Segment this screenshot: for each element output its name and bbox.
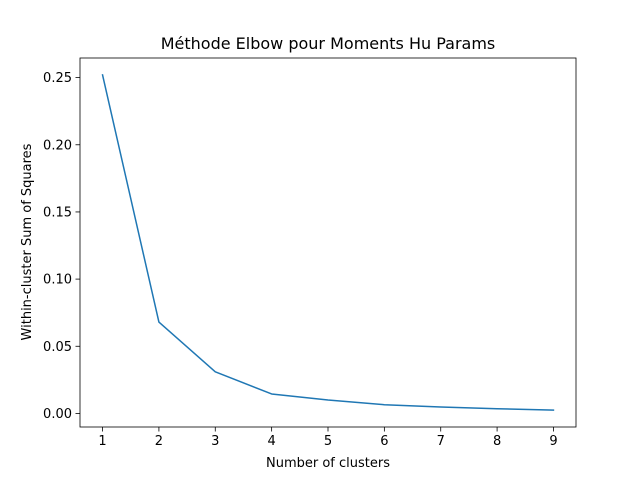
x-axis-label: Number of clusters xyxy=(266,456,390,471)
plot-area: 1 2 3 4 5 6 7 8 9 0.00 0.05 0.10 0.15 0.20 0.25 xyxy=(43,57,577,449)
x-tick-label: 5 xyxy=(324,434,332,449)
x-tick-label: 3 xyxy=(211,434,219,449)
series-line-0 xyxy=(101,74,555,411)
y-tick-label: 0.05 xyxy=(43,340,72,355)
y-tick-label: 0.00 xyxy=(43,407,72,422)
x-tick-label: 7 xyxy=(437,434,445,449)
y-tick-label: 0.20 xyxy=(43,138,72,153)
y-axis-label: Within-cluster Sum of Squares xyxy=(20,143,35,340)
x-tick-label: 4 xyxy=(267,434,275,449)
x-tick-label: 1 xyxy=(98,434,106,449)
plot-frame xyxy=(79,57,577,428)
x-tick-label: 2 xyxy=(155,434,163,449)
x-tick-label: 6 xyxy=(380,434,388,449)
y-tick-label: 0.10 xyxy=(43,273,72,288)
y-tick-label: 0.25 xyxy=(43,71,72,86)
x-tick-label: 8 xyxy=(493,434,501,449)
chart-title: Méthode Elbow pour Moments Hu Params xyxy=(161,34,496,53)
y-tick-label: 0.15 xyxy=(43,205,72,220)
x-tick-label: 9 xyxy=(549,434,557,449)
